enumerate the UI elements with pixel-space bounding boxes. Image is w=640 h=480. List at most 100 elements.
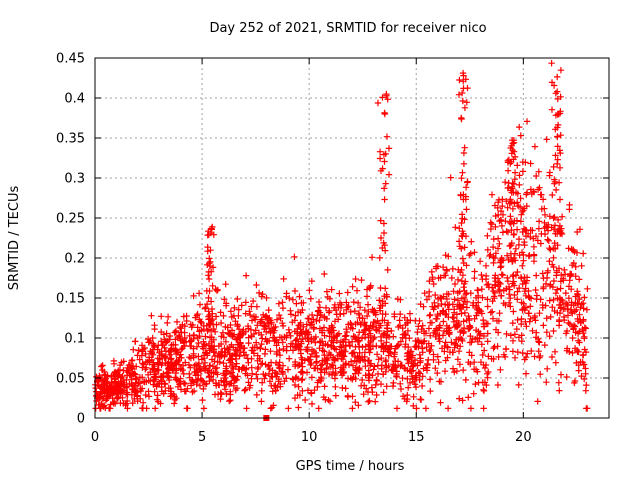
data-point: [295, 404, 302, 411]
data-point: [366, 327, 373, 334]
data-point: [254, 375, 261, 382]
data-point: [299, 336, 306, 343]
data-point: [481, 347, 488, 354]
y-tick-label: 0.4: [64, 92, 85, 107]
data-point: [172, 329, 179, 336]
data-point: [513, 217, 521, 224]
data-point: [480, 316, 487, 324]
data-point: [552, 152, 559, 159]
data-point: [331, 304, 338, 312]
data-point: [355, 402, 362, 409]
data-point: [572, 263, 579, 270]
y-tick-label: 0.3: [64, 172, 85, 187]
data-point: [507, 303, 514, 310]
data-point: [408, 358, 415, 366]
data-point: [374, 99, 382, 107]
data-point: [431, 299, 438, 306]
data-point: [203, 300, 211, 308]
data-point: [231, 304, 238, 312]
data-point: [324, 293, 331, 301]
data-point: [376, 297, 383, 304]
data-point: [514, 268, 521, 276]
data-point: [111, 379, 119, 386]
data-point: [461, 144, 468, 151]
data-point: [510, 156, 517, 163]
data-point: [472, 366, 480, 373]
data-point: [427, 311, 434, 319]
data-point: [298, 368, 305, 375]
data-point: [552, 290, 560, 297]
data-point: [190, 379, 198, 386]
data-point: [520, 300, 527, 307]
data-point: [116, 371, 123, 378]
data-point: [247, 311, 254, 319]
data-point: [422, 330, 430, 337]
data-point: [159, 341, 166, 349]
data-point: [362, 322, 369, 330]
data-point: [365, 398, 372, 405]
data-point: [397, 385, 405, 393]
data-point: [342, 342, 349, 350]
data-point: [408, 348, 415, 355]
data-point: [535, 225, 543, 232]
data-point: [527, 186, 535, 193]
data-point: [486, 252, 493, 260]
data-point: [550, 296, 557, 304]
data-point: [458, 211, 466, 218]
data-point: [401, 364, 408, 372]
data-point: [563, 300, 570, 307]
data-point: [449, 313, 456, 321]
data-point: [100, 377, 108, 385]
data-point: [258, 293, 265, 300]
data-point: [511, 250, 519, 257]
data-point: [188, 337, 195, 345]
data-point: [557, 108, 564, 115]
data-point: [521, 277, 528, 285]
data-point: [251, 344, 258, 351]
data-point: [242, 310, 249, 317]
data-point: [349, 405, 356, 412]
data-point: [117, 387, 124, 394]
data-point: [266, 378, 274, 385]
data-point: [292, 337, 300, 344]
y-tick-label: 0.15: [56, 292, 85, 307]
data-point: [304, 387, 312, 394]
data-point: [484, 320, 491, 327]
data-point: [484, 246, 491, 254]
data-point: [227, 391, 234, 398]
data-point: [466, 339, 474, 346]
data-point: [430, 356, 437, 364]
data-point: [427, 387, 434, 395]
data-point: [216, 353, 223, 361]
data-point: [273, 316, 281, 323]
data-point: [176, 332, 183, 339]
data-point: [263, 294, 270, 302]
data-point: [238, 302, 245, 309]
data-point: [569, 334, 576, 342]
data-point: [460, 149, 468, 157]
data-point: [443, 295, 451, 303]
data-point: [356, 304, 364, 311]
data-point: [529, 327, 536, 334]
data-point: [514, 190, 521, 197]
data-point: [562, 289, 569, 297]
data-point: [291, 394, 299, 402]
data-point: [361, 349, 369, 356]
data-point: [539, 270, 546, 277]
data-point: [425, 325, 433, 332]
data-point: [359, 376, 366, 384]
data-point: [195, 360, 203, 367]
data-point: [510, 180, 518, 188]
data-point: [272, 323, 279, 331]
data-point: [217, 389, 224, 397]
data-point: [471, 275, 478, 282]
data-point: [195, 290, 203, 297]
data-point: [496, 288, 503, 295]
data-point: [432, 291, 439, 299]
data-point: [565, 245, 572, 252]
data-point: [194, 324, 201, 331]
data-point: [172, 374, 179, 381]
data-point: [493, 317, 501, 325]
data-point: [383, 364, 390, 371]
